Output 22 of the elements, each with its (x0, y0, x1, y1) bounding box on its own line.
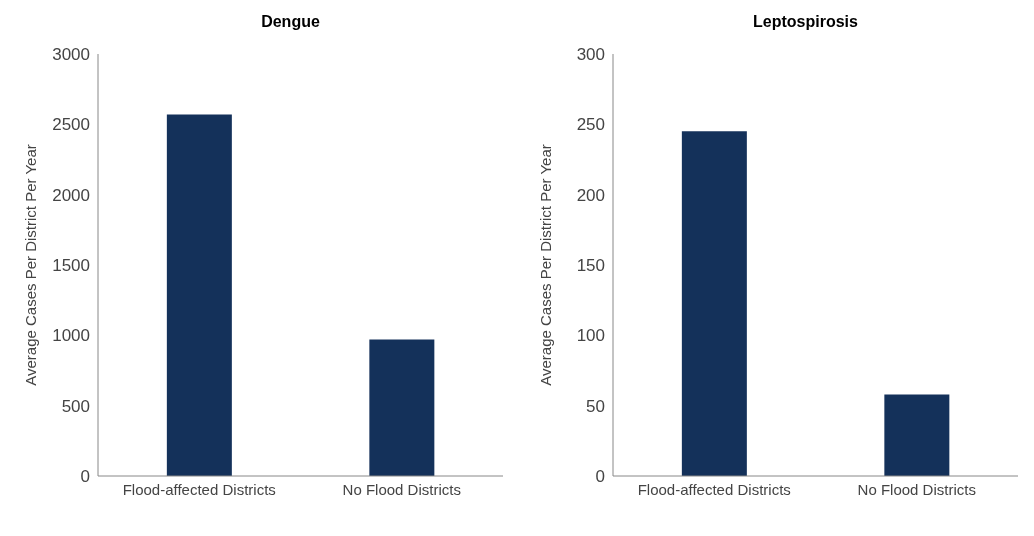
y-tick-label: 0 (595, 467, 605, 487)
y-tick-label: 200 (576, 185, 605, 205)
y-axis-title: Average Cases Per District Per Year (537, 144, 555, 386)
x-tick-label: Flood-affected Districts (637, 480, 791, 498)
y-tick-label: 2000 (52, 185, 90, 205)
y-tick-label: 3000 (52, 45, 90, 65)
y-tick-label: 500 (61, 396, 90, 416)
y-tick-label: 300 (576, 45, 605, 65)
x-tick-label: No Flood Districts (342, 480, 461, 498)
y-tick-label: 1000 (52, 326, 90, 346)
chart-title: Leptospirosis (752, 12, 859, 32)
y-tick-label: 0 (80, 467, 90, 487)
y-tick-label: 150 (576, 256, 605, 276)
x-tick-label: No Flood Districts (857, 480, 976, 498)
y-tick-label: 100 (576, 326, 605, 346)
chart-title: Dengue (260, 12, 321, 32)
y-tick-label: 2500 (52, 115, 90, 135)
y-tick-label: 50 (586, 396, 605, 416)
y-tick-label: 1500 (52, 256, 90, 276)
x-tick-label: Flood-affected Districts (122, 480, 276, 498)
y-axis-title: Average Cases Per District Per Year (22, 144, 40, 386)
y-tick-label: 250 (576, 115, 605, 135)
